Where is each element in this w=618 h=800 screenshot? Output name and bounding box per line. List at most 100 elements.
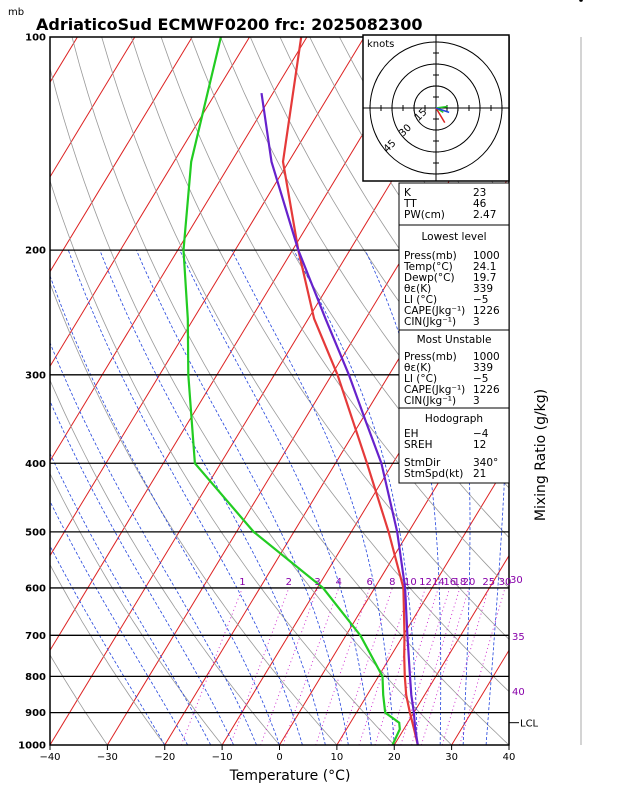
moist-adiabat-line <box>50 545 166 745</box>
mixing-ratio-lines <box>180 587 506 745</box>
moist-adiabat-line <box>231 249 395 745</box>
mixing-ratio-label: 14 <box>432 577 445 588</box>
mixing-ratio-label: 4 <box>336 577 342 588</box>
temperature-profile <box>281 37 419 745</box>
mixing-ratio-label: 6 <box>366 577 372 588</box>
dry-adiabat-line <box>131 37 509 640</box>
dry-adiabat-lines <box>50 37 509 745</box>
parcel-path <box>260 92 419 745</box>
mixing-ratio-label: 3 <box>314 577 320 588</box>
x-tick-label: −40 <box>39 752 60 763</box>
pressure-tick-label: 1000 <box>18 741 46 752</box>
theta-e-label: 40 <box>512 687 525 698</box>
hodograph-info-row-label: StmSpd(kt) <box>404 468 463 480</box>
mixing-ratio-label: 8 <box>389 577 395 588</box>
mixing-ratio-label: 10 <box>404 577 417 588</box>
pressure-tick-label: 600 <box>25 583 46 594</box>
wind-barb-origin <box>579 0 583 2</box>
hodograph-vector <box>435 105 448 109</box>
moist-adiabat-line <box>50 500 189 745</box>
most-unstable-row-label: θε(K) <box>404 362 431 374</box>
moist-adiabat-line <box>50 400 234 745</box>
index-row-value: 46 <box>473 198 487 210</box>
lowest-level-header: Lowest level <box>421 231 486 243</box>
isotherm-line <box>164 175 509 745</box>
index-row-label: PW(cm) <box>404 209 445 221</box>
pressure-tick-label: 200 <box>25 246 46 257</box>
most-unstable-row-value: 3 <box>473 395 480 407</box>
isotherm-line <box>336 460 509 745</box>
mixing-ratio-label: 20 <box>463 577 476 588</box>
most-unstable-row-label: LI (°C) <box>404 373 437 385</box>
x-tick-label: 20 <box>388 752 401 763</box>
most-unstable-row-value: 339 <box>473 362 493 374</box>
mixing-ratio-line <box>441 587 490 745</box>
index-row-value: 23 <box>473 187 486 199</box>
index-row-value: 2.47 <box>473 209 496 221</box>
isotherm-line <box>393 554 509 745</box>
lowest-level-row-value: 1000 <box>473 250 500 262</box>
mixing-ratio-line <box>411 587 461 745</box>
mixing-ratio-line <box>282 587 340 745</box>
lcl-label: LCL <box>520 719 539 730</box>
pressure-tick-label: 400 <box>25 459 46 470</box>
dry-adiabat-line <box>50 179 395 745</box>
hodograph-info-row-value: 21 <box>473 468 486 480</box>
dewpoint-profile <box>182 37 401 745</box>
isotherm-line <box>50 37 250 368</box>
isotherm-line <box>50 37 308 462</box>
moist-adiabat-line <box>179 249 372 745</box>
pressure-tick-label: 500 <box>25 527 46 538</box>
moist-adiabat-line <box>99 249 326 745</box>
most-unstable-row-value: 1000 <box>473 351 500 363</box>
isotherm-line <box>50 37 136 178</box>
dry-adiabat-line <box>50 282 338 745</box>
lowest-level-row-value: 19.7 <box>473 272 496 284</box>
mixing-ratio-label: 2 <box>286 577 292 588</box>
index-row-label: K <box>404 187 412 199</box>
theta-e-label: 30 <box>510 575 523 586</box>
most-unstable-row-label: CIN(Jkg⁻¹) <box>404 395 456 407</box>
moist-adiabat-line <box>50 452 212 745</box>
most-unstable-row-value: −5 <box>473 373 488 385</box>
hodograph-info-row-label: StmDir <box>404 457 441 469</box>
lowest-level-row-label: Temp(°C) <box>403 261 453 273</box>
isotherm-line <box>50 37 193 273</box>
mixing-ratio-line <box>374 587 426 745</box>
isotherm-line <box>508 744 509 745</box>
most-unstable-row-label: CAPE(Jkg⁻¹) <box>404 384 465 396</box>
mixing-ratio-label: 30 <box>499 577 512 588</box>
pressure-unit-label: mb <box>8 7 24 18</box>
side-axis-label: Mixing Ratio (g/kg) <box>533 389 549 521</box>
mixing-ratio-line <box>420 587 470 745</box>
hodograph-vector <box>435 107 446 123</box>
lowest-level-box <box>398 224 510 331</box>
dry-adiabat-line <box>50 563 166 745</box>
most-unstable-row-label: Press(mb) <box>404 351 457 363</box>
lowest-level-row-label: Press(mb) <box>404 250 457 262</box>
x-tick-label: 40 <box>503 752 516 763</box>
chart-title: AdriaticoSud ECMWF0200 frc: 2025082300 <box>36 15 422 34</box>
hodograph-info-row-label: EH <box>404 428 419 440</box>
most-unstable-row-value: 1226 <box>473 384 500 396</box>
mixing-ratio-line <box>459 587 506 745</box>
dry-adiabat-line <box>50 654 108 745</box>
isotherm-line <box>50 37 365 557</box>
info-panel: K 23 TT 46 PW(cm) 2.47 Lowest level Press(mb) 10… <box>398 182 510 484</box>
lowest-level-row-value: 24.1 <box>473 261 496 273</box>
moist-adiabat-line <box>136 249 349 745</box>
dry-adiabat-line <box>220 37 509 489</box>
moist-adiabat-line <box>50 341 257 745</box>
hodograph-info-box <box>398 407 510 484</box>
dry-adiabat-line <box>101 37 509 693</box>
lowest-level-row-value: 339 <box>473 283 493 295</box>
lowest-level-row-value: 3 <box>473 316 480 328</box>
mixing-ratio-label: 12 <box>419 577 432 588</box>
isotherm-line <box>50 37 423 652</box>
theta-e-label: 35 <box>512 632 525 643</box>
x-tick-label: −10 <box>212 752 233 763</box>
hodograph-info-row-value: 340° <box>473 457 498 469</box>
